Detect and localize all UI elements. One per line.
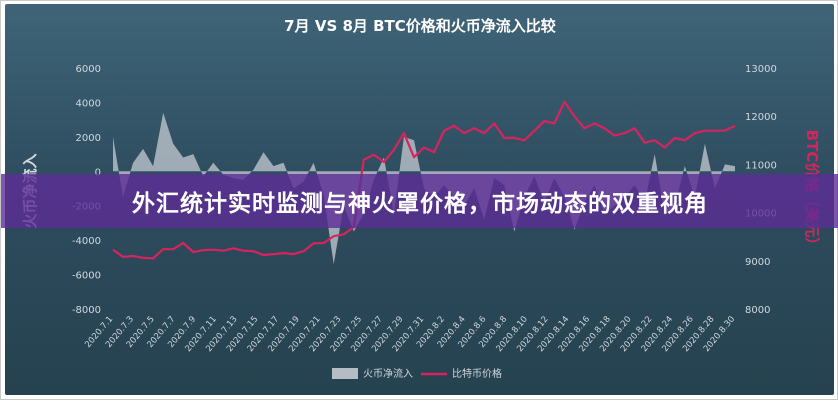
legend-label-flow: 火币净流入	[363, 367, 413, 380]
right-tick-label: 8000	[745, 305, 770, 316]
right-tick-label: 11000	[745, 160, 777, 171]
legend-swatch-flow	[332, 368, 358, 379]
headline-text: 外汇统计实时监测与神火罩价格，市场动态的双重视角	[132, 191, 708, 217]
left-tick-label: -8000	[72, 305, 101, 316]
legend: 火币净流入 比特币价格	[332, 367, 502, 380]
left-tick-label: 2000	[76, 133, 101, 144]
btc-price-line	[112, 100, 736, 260]
left-tick-label: 4000	[76, 98, 101, 109]
left-tick-label: -4000	[72, 236, 101, 247]
headline-banner: 外汇统计实时监测与神火罩价格，市场动态的双重视角	[1, 174, 838, 228]
right-tick-label: 13000	[745, 64, 777, 75]
x-axis-ticks: 2020.7.12020.7.32020.7.52020.7.72020.7.9…	[83, 315, 737, 355]
right-tick-label: 12000	[745, 112, 777, 123]
left-tick-label: -6000	[72, 271, 101, 282]
chart-title: 7月 VS 8月 BTC价格和火币净流入比较	[284, 17, 556, 35]
left-tick-label: 6000	[76, 64, 101, 75]
legend-label-btc: 比特币价格	[452, 367, 502, 380]
right-tick-label: 9000	[745, 257, 770, 268]
left-tick-label: 0	[95, 167, 101, 178]
